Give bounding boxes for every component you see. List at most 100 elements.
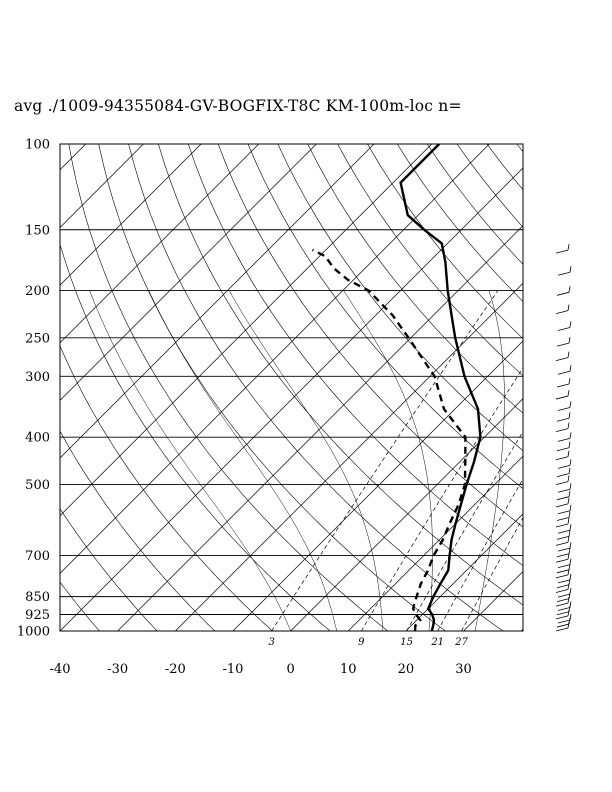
mixing-ratio-label: 9 — [358, 637, 365, 648]
wind-barb-shaft — [557, 407, 571, 411]
wind-barb-flag — [569, 601, 572, 608]
wind-barb-flag — [567, 422, 570, 429]
temperature-tick-label: -10 — [222, 662, 243, 677]
wind-barb-shaft — [555, 558, 569, 563]
dry-adiabat-line — [337, 144, 523, 377]
wind-barb-shaft — [557, 564, 571, 568]
wind-barb-shaft — [555, 602, 569, 607]
wind-barb-shaft — [556, 623, 570, 628]
pressure-label: 500 — [25, 478, 50, 493]
wind-barb-shaft — [556, 342, 570, 347]
isotherm-line — [60, 167, 523, 631]
dewpoint-profile-line — [311, 248, 467, 631]
wind-barb-shaft — [555, 456, 569, 461]
mixing-ratio-labels: 3 9 15 21 27 — [268, 637, 468, 648]
temperature-tick-label: -30 — [107, 662, 128, 677]
wind-barb-shaft — [555, 357, 569, 362]
wind-barb-shaft — [555, 574, 569, 579]
wind-barb-flag — [568, 547, 571, 554]
dry-adiabat-line — [217, 144, 523, 528]
dry-adiabat-line — [128, 144, 504, 631]
wind-barb-shaft — [556, 417, 570, 422]
pressure-label: 400 — [25, 431, 50, 446]
wind-barb-shaft — [555, 503, 569, 508]
wind-barb-flag — [569, 504, 572, 511]
moist-adiabat-line — [474, 290, 505, 631]
dry-adiabat-line — [68, 144, 388, 631]
pressure-label: 200 — [25, 284, 50, 299]
temperature-tick-label: 0 — [286, 662, 294, 677]
pressure-label: 925 — [25, 608, 50, 623]
grid-lines — [0, 144, 612, 631]
temperature-labels: -40 -30 -20 -10 0 10 20 30 — [50, 662, 472, 677]
wind-barb-shaft — [557, 579, 571, 584]
wind-barb-shaft — [557, 529, 571, 534]
dry-adiabat-line — [247, 144, 523, 490]
isotherm-line — [520, 628, 523, 631]
wind-barb-flag — [567, 304, 570, 311]
pressure-labels: 100 150 200 250 300 400 500 700 850 925 1000 — [17, 138, 50, 640]
wind-barb-flag — [568, 511, 571, 518]
wind-barb-shaft — [557, 593, 571, 598]
mixing-ratio-label: 21 — [430, 637, 444, 648]
dry-adiabat-line — [606, 144, 612, 631]
wind-barb-shaft — [557, 607, 571, 611]
wind-barb-shaft — [556, 553, 570, 558]
wind-barb-flag — [567, 553, 570, 560]
isotherm-line — [405, 513, 523, 631]
isotherm-line — [290, 398, 523, 631]
isotherm-line — [0, 144, 28, 631]
wind-barb-flag — [568, 490, 571, 497]
wind-barb-shaft — [557, 271, 571, 276]
pressure-label: 1000 — [17, 625, 50, 640]
wind-barb-shaft — [556, 473, 570, 478]
dry-adiabat-line — [60, 243, 331, 631]
mixing-ratio-label: 3 — [268, 637, 274, 648]
wind-barb-flag — [569, 266, 572, 273]
wind-barb-shaft — [556, 584, 570, 589]
wind-barb-shaft — [556, 383, 570, 388]
chart-title: avg ./1009-94355084-GV-BOGFIX-T8C KM-100… — [14, 97, 462, 115]
dry-adiabat-line — [397, 144, 523, 302]
wind-barb-flag — [569, 432, 572, 439]
wind-barb-shaft — [557, 370, 571, 375]
isotherm-line — [60, 144, 375, 459]
wind-barb-shaft — [557, 488, 571, 493]
dry-adiabat-line — [60, 430, 216, 631]
wind-barb-shaft — [555, 523, 569, 528]
wind-barb-flag — [567, 244, 570, 251]
dry-adiabat-line — [486, 144, 523, 191]
wind-barb-flag — [569, 459, 572, 466]
wind-barb-flag — [569, 573, 572, 580]
wind-barb-flag — [568, 530, 571, 537]
pressure-label: 150 — [25, 223, 50, 238]
temperature-tick-label: -20 — [165, 662, 186, 677]
wind-barb-shaft — [555, 249, 569, 254]
isotherm-line — [60, 144, 432, 517]
dry-adiabat-line — [456, 144, 523, 228]
temperature-tick-label: 30 — [455, 662, 472, 677]
isotherm-line — [348, 455, 523, 631]
mixing-ratio-label: 15 — [400, 637, 413, 648]
wind-barb-flag — [568, 467, 571, 474]
wind-barb-flag — [568, 441, 571, 448]
mixing-ratio-line — [461, 517, 523, 631]
dry-adiabat-line — [98, 144, 446, 631]
temperature-tick-label: -40 — [50, 662, 71, 677]
temperature-profile-line — [399, 144, 482, 631]
isotherm-line — [117, 225, 523, 631]
wind-barb-shaft — [557, 464, 571, 469]
dry-adiabat-line — [577, 144, 612, 631]
wind-barb-flag — [568, 377, 571, 385]
wind-barb-flag — [567, 450, 570, 457]
temperature-tick-label: 10 — [340, 662, 357, 677]
wind-barb-flag — [569, 483, 572, 490]
wind-barb-shaft — [555, 627, 569, 632]
dry-adiabat-line — [188, 144, 523, 567]
wind-barb-flag — [568, 337, 571, 344]
wind-barb-shaft — [556, 611, 570, 616]
wind-barb-flag — [567, 389, 570, 397]
wind-barb-flag — [569, 558, 572, 565]
wind-barb-shaft — [555, 395, 569, 400]
dry-adiabat-line — [547, 144, 612, 631]
